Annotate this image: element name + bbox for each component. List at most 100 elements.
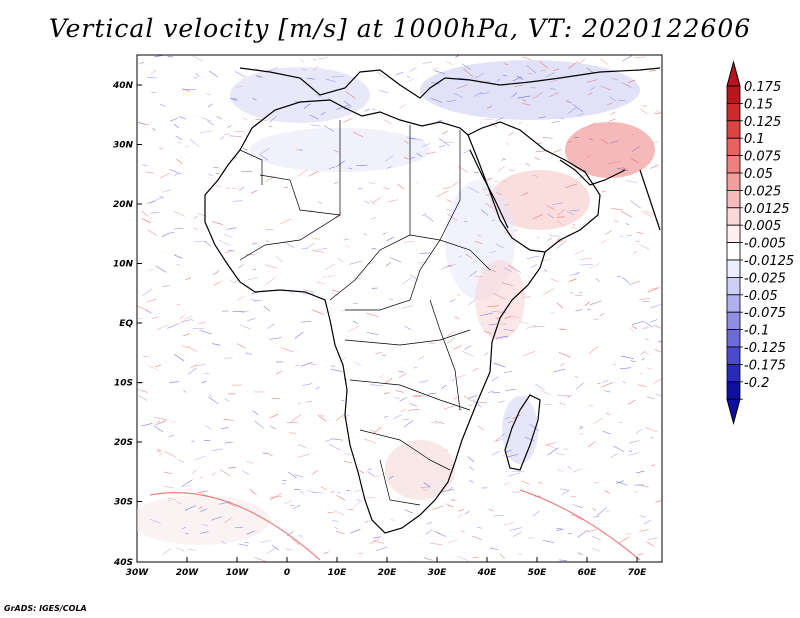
field-streak <box>630 360 636 363</box>
field-streak <box>527 72 532 75</box>
field-streak <box>322 275 336 278</box>
colorbar-label: 0.15 <box>744 97 773 112</box>
field-streak <box>522 103 531 106</box>
field-streak <box>458 514 463 518</box>
field-streak <box>199 130 213 134</box>
field-streak <box>654 348 662 353</box>
field-streak <box>185 277 191 280</box>
field-streak <box>171 421 177 423</box>
field-streak <box>425 151 436 155</box>
field-streak <box>193 227 198 231</box>
field-streak <box>224 133 230 136</box>
field-streak <box>333 149 339 153</box>
field-streak <box>483 330 492 335</box>
field-streak <box>495 243 504 249</box>
field-streak <box>290 291 295 295</box>
field-streak <box>618 536 630 544</box>
field-streak <box>423 557 433 561</box>
field-streak <box>342 118 352 123</box>
field-streak <box>181 479 193 487</box>
field-streak <box>503 522 515 526</box>
field-streak <box>550 278 559 283</box>
field-streak <box>572 468 583 473</box>
field-streak <box>297 453 310 458</box>
field-streak <box>284 500 293 505</box>
field-streak <box>603 390 611 393</box>
field-streak <box>489 268 497 273</box>
field-streak <box>504 315 512 319</box>
field-streak <box>401 305 414 309</box>
field-streak <box>302 289 314 293</box>
field-streak <box>211 448 223 452</box>
field-streak <box>367 471 376 478</box>
field-streak <box>182 526 187 529</box>
field-streak <box>569 273 576 276</box>
field-streak <box>155 265 167 273</box>
africa-coastline <box>204 99 546 534</box>
field-streak <box>327 512 334 514</box>
field-streak <box>255 119 268 121</box>
field-streak <box>491 219 496 222</box>
field-streak <box>266 547 277 555</box>
field-streak <box>162 548 171 555</box>
field-streak <box>534 383 546 391</box>
field-streak <box>176 158 183 164</box>
field-streak <box>403 157 409 160</box>
field-streak <box>534 156 540 161</box>
field-streak <box>254 557 266 562</box>
field-streak <box>138 318 143 320</box>
field-streak <box>183 390 187 393</box>
positive-region-south-africa <box>385 440 455 500</box>
field-streak <box>252 98 257 101</box>
field-streak <box>408 78 414 82</box>
field-streak <box>416 152 423 157</box>
negative-region-maghreb <box>230 67 370 123</box>
field-streak <box>316 281 325 284</box>
field-streak <box>229 135 242 138</box>
field-streak <box>383 119 392 124</box>
field-streak <box>363 438 376 444</box>
field-streak <box>604 490 610 494</box>
field-streak <box>504 203 509 206</box>
field-streak <box>572 504 583 509</box>
field-streak <box>465 510 470 515</box>
field-streak <box>173 353 185 362</box>
colorbar: 0.175 0.15 0.125 0.1 0.075 0.05 0.025 0.0125 0.0… <box>726 60 794 426</box>
field-streak <box>308 170 319 177</box>
field-streak <box>651 464 655 467</box>
field-streak <box>610 453 618 458</box>
field-streak <box>567 465 573 470</box>
field-streak <box>600 138 609 145</box>
field-streak <box>650 303 662 309</box>
field-streak <box>191 440 195 443</box>
field-streak <box>160 172 170 179</box>
field-streak <box>379 375 384 379</box>
field-streak <box>443 449 449 452</box>
field-streak <box>580 264 593 266</box>
field-streak <box>630 157 639 164</box>
field-streak <box>297 169 308 177</box>
field-streak <box>310 124 321 127</box>
field-streak <box>167 499 171 502</box>
field-streak <box>370 216 377 220</box>
field-streak <box>244 541 249 544</box>
field-streak <box>645 210 655 216</box>
field-streak <box>208 394 213 398</box>
field-streak <box>462 63 471 70</box>
colorbar-swatch <box>726 242 741 261</box>
field-streak <box>619 421 623 424</box>
field-streak <box>197 490 208 493</box>
field-streak <box>532 510 541 517</box>
field-streak <box>553 68 560 71</box>
field-streak <box>199 330 212 335</box>
field-streak <box>252 268 256 270</box>
field-streak <box>348 325 360 332</box>
field-streak <box>498 400 505 404</box>
field-streak <box>445 503 450 507</box>
field-streak <box>480 209 489 216</box>
field-streak <box>205 92 211 96</box>
field-streak <box>639 244 650 250</box>
field-streak <box>333 510 345 516</box>
field-streak <box>577 529 588 538</box>
field-streak <box>238 264 244 269</box>
